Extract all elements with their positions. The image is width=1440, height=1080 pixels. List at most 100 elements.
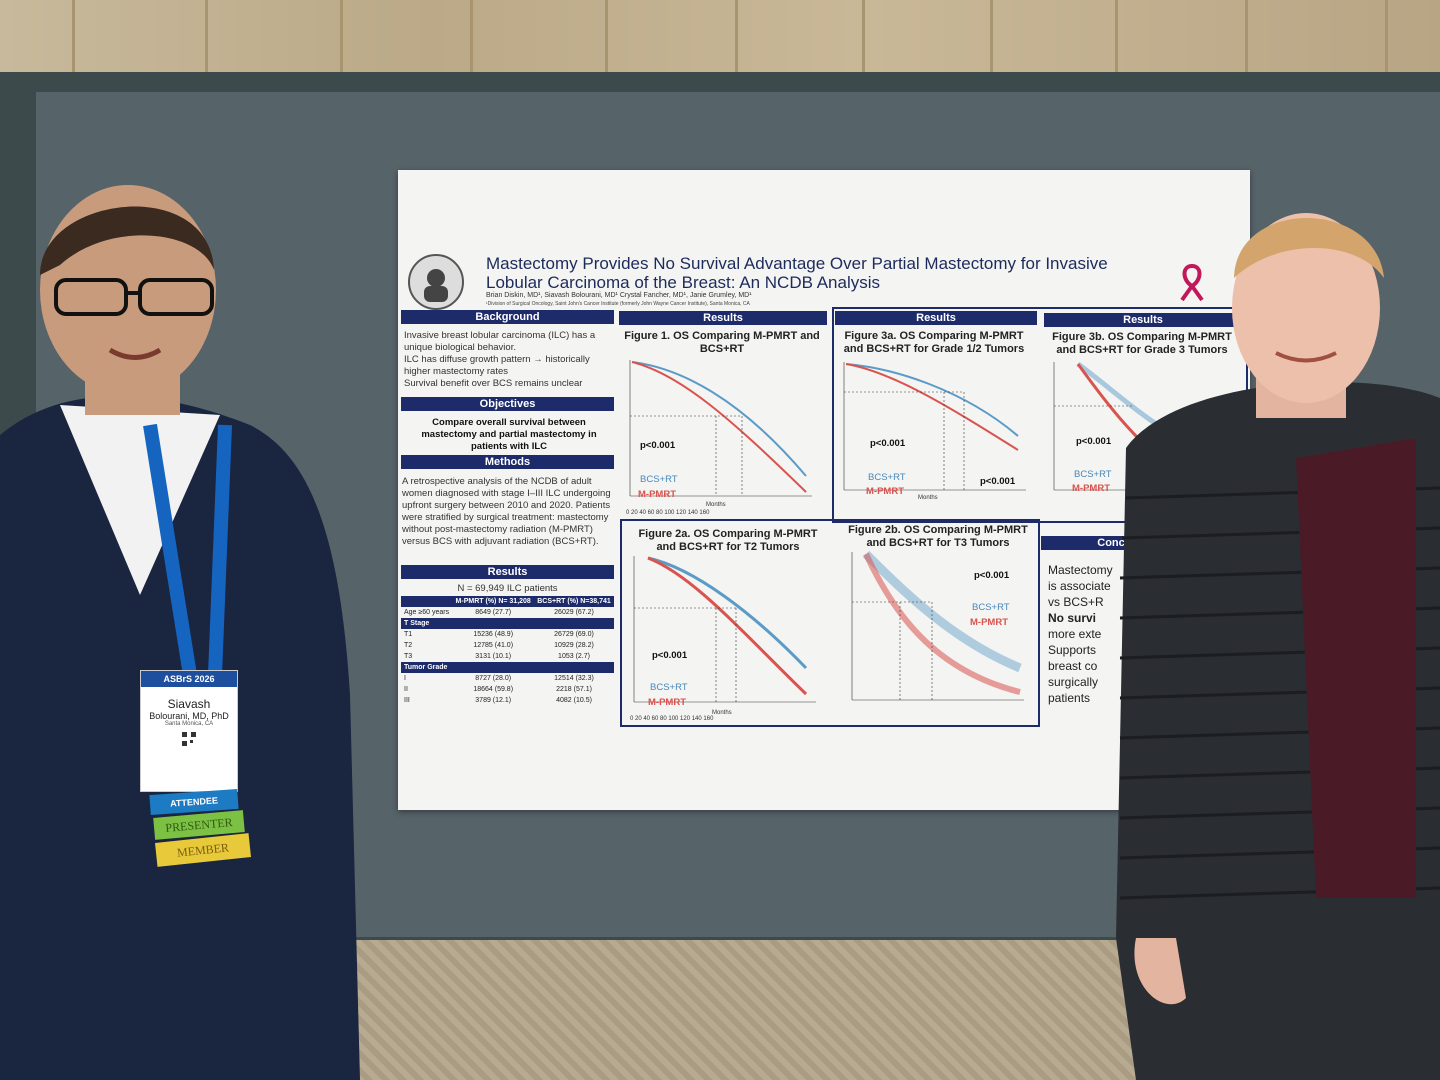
table-cell: 12514 (32.3) xyxy=(554,675,594,682)
table-cell: 3131 (10.1) xyxy=(475,653,512,660)
fig2a-x-ticks: 0 20 40 60 80 100 120 140 160 xyxy=(630,716,714,722)
conclusion-item: Supports xyxy=(1048,643,1097,657)
fig3a-title: Figure 3a. OS Comparing M-PMRT and BCS+R… xyxy=(843,330,1025,355)
fig2b-pvalue: p<0.001 xyxy=(974,570,1010,581)
conclusion-item: No survi xyxy=(1048,611,1097,625)
conclusion-item: Mastectomy xyxy=(1048,563,1113,577)
wall-seam xyxy=(1385,0,1388,110)
fig1-legend-bcs: BCS+RT xyxy=(640,474,678,485)
results-header-fig1: Results xyxy=(619,311,827,325)
background-list: Invasive breast lobular carcinoma (ILC) … xyxy=(404,330,616,390)
table-cell: 26729 (69.0) xyxy=(554,631,594,638)
table-cell: 1053 (2.7) xyxy=(558,653,590,660)
table-cell: 18664 (59.8) xyxy=(473,686,514,693)
table-row: T Stage xyxy=(401,618,614,629)
table-cell: 4082 (10.5) xyxy=(556,697,592,704)
wall-seam xyxy=(605,0,608,110)
wall-seam xyxy=(862,0,865,110)
table-cell: 3789 (12.1) xyxy=(475,697,512,704)
table-row-label: T Stage xyxy=(401,618,453,629)
table-row: T3 3131 (10.1) 1053 (2.7) xyxy=(401,651,614,662)
results-n-label: N = 69,949 ILC patients xyxy=(457,583,558,594)
fig1-x-label: Months xyxy=(706,502,726,508)
fig3b-legend-mpmrt: M-PMRT xyxy=(1072,483,1110,494)
results-header-fig3a: Results xyxy=(835,311,1037,325)
table-row: Age ≥60 years 8649 (27.7) 26029 (67.2) xyxy=(401,607,614,618)
table-row-label: T3 xyxy=(404,653,413,660)
poster-title: Mastectomy Provides No Survival Advantag… xyxy=(486,254,1108,292)
conclusion-item: more exte xyxy=(1048,627,1102,641)
poster-authors: Brian Diskin, MD¹, Siavash Bolourani, MD… xyxy=(486,292,752,299)
qr-code-icon xyxy=(181,731,197,747)
fig2a-title: Figure 2a. OS Comparing M-PMRT and BCS+R… xyxy=(638,528,818,553)
table-cell: 26029 (67.2) xyxy=(554,609,594,616)
table-row-label: I xyxy=(404,675,406,682)
conclusion-item: breast co xyxy=(1048,659,1098,673)
results-table-header: Results xyxy=(401,565,614,579)
table-row-label: III xyxy=(404,697,410,704)
table-row: III 3789 (12.1) 4082 (10.5) xyxy=(401,695,614,706)
research-poster: Mastectomy Provides No Survival Advantag… xyxy=(398,170,1250,810)
table-row-label: Age ≥60 years xyxy=(404,609,450,616)
table-row-label: T2 xyxy=(404,642,413,649)
wall-seam xyxy=(340,0,343,110)
fig2a-pvalue: p<0.001 xyxy=(652,650,688,661)
results-table: M-PMRT (%) N= 31,208 BCS+RT (%) N=38,741… xyxy=(401,596,614,706)
fig1-title: Figure 1. OS Comparing M-PMRT and BCS+RT xyxy=(624,330,820,355)
fig1-legend-mpmrt: M-PMRT xyxy=(638,489,676,500)
fig2b-legend-mpmrt: M-PMRT xyxy=(970,617,1008,628)
table-cell: 15236 (48.9) xyxy=(473,631,514,638)
table-header-row: M-PMRT (%) N= 31,208 BCS+RT (%) N=38,741 xyxy=(401,596,614,607)
fig3a-x-label: Months xyxy=(918,495,938,501)
results-header-fig3b: Results xyxy=(1044,313,1242,327)
table-row-label: T1 xyxy=(404,631,413,638)
objectives-text: Compare overall survival between mastect… xyxy=(421,417,597,452)
table-cell: 2218 (57.1) xyxy=(556,686,592,693)
table-row: II 18664 (59.8) 2218 (57.1) xyxy=(401,684,614,695)
society-seal-logo xyxy=(408,254,464,310)
conclusion-item: surgically xyxy=(1048,675,1099,689)
conclusion-item: vs BCS+R xyxy=(1048,595,1104,609)
badge-name-full: Bolourani, MD, PhD xyxy=(149,711,229,721)
conference-badge: ASBrS 2026 Siavash Bolourani, MD, PhD Sa… xyxy=(140,670,251,880)
table-row-label: II xyxy=(404,686,408,693)
fig3b-pvalue: p<0.001 xyxy=(1076,436,1112,447)
table-cell xyxy=(452,662,535,673)
table-row: I 8727 (28.0) 12514 (32.3) xyxy=(401,673,614,684)
fig1-pvalue: p<0.001 xyxy=(640,440,676,451)
table-cell: 12785 (41.0) xyxy=(473,642,514,649)
fig3b-legend-bcs: BCS+RT xyxy=(1074,469,1112,480)
presenter-left-person xyxy=(0,185,360,1080)
wall-seam xyxy=(470,0,473,110)
table-row: Tumor Grade xyxy=(401,662,614,673)
table-cell: 8727 (28.0) xyxy=(475,675,512,682)
fig3a-legend-mpmrt: M-PMRT xyxy=(866,486,904,497)
background-item: ILC has diffuse growth pattern → histori… xyxy=(404,354,590,377)
table-row-label: Tumor Grade xyxy=(401,662,453,673)
wall-seam xyxy=(735,0,738,110)
fig2b-legend-bcs: BCS+RT xyxy=(972,602,1010,613)
methods-text: A retrospective analysis of the NCDB of … xyxy=(402,476,611,547)
pink-ribbon-logo xyxy=(1170,260,1214,314)
badge-location: Santa Monica, CA xyxy=(164,721,214,727)
fig2a-x-label: Months xyxy=(712,710,732,716)
poster-affiliation: ¹Division of Surgical Oncology, Saint Jo… xyxy=(486,301,750,307)
table-cell xyxy=(534,618,614,629)
wall-seam xyxy=(72,0,75,110)
fig2a-km-plot xyxy=(633,556,816,703)
presenter-right-person xyxy=(1116,213,1440,1080)
badge-event: ASBrS 2026 xyxy=(141,671,237,687)
table-row: T2 12785 (41.0) 10929 (28.2) xyxy=(401,640,614,651)
fig2b-title: Figure 2b. OS Comparing M-PMRT and BCS+R… xyxy=(848,524,1028,549)
table-cell: 10929 (28.2) xyxy=(554,642,594,649)
background-header: Background xyxy=(401,310,614,324)
badge-card: ASBrS 2026 Siavash Bolourani, MD, PhD Sa… xyxy=(140,670,238,792)
conclusion-list: Mastectomy is associate vs BCS+R No survi mo… xyxy=(1048,562,1158,706)
table-cell xyxy=(452,618,535,629)
wall-seam xyxy=(1115,0,1118,110)
background-item: Invasive breast lobular carcinoma (ILC) … xyxy=(404,330,596,353)
table-col-mpmrt: M-PMRT (%) N= 31,208 xyxy=(452,596,535,607)
fig2a-legend-bcs: BCS+RT xyxy=(650,682,688,693)
conclusion-item: patients xyxy=(1048,691,1091,705)
fig3a-pvalue-2: p<0.001 xyxy=(980,476,1016,487)
